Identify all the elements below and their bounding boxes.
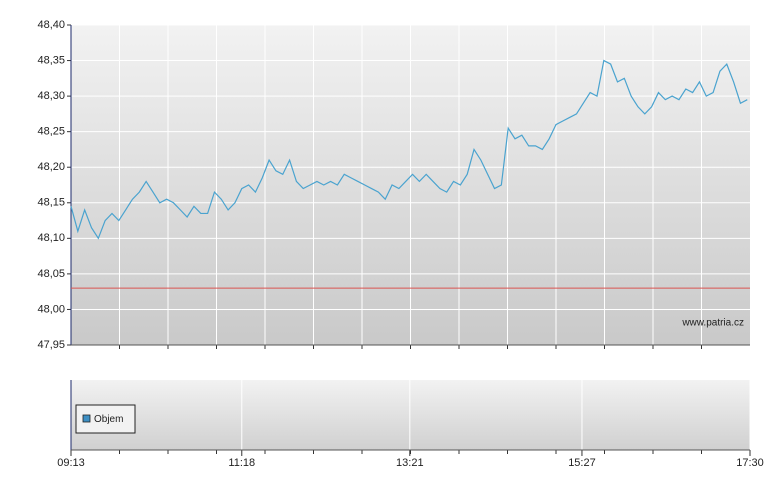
- x-tick-label: 15:27: [568, 457, 596, 469]
- price-line: [70, 59, 748, 240]
- y-tick-label: 48,20: [37, 161, 65, 173]
- legend-swatch: [82, 414, 91, 423]
- y-tick-label: 48,35: [37, 54, 65, 66]
- x-tick-label: 13:21: [396, 457, 424, 469]
- watermark: www.patria.cz: [681, 318, 744, 329]
- x-tick-label: 11:18: [228, 457, 255, 469]
- y-tick-label: 48,00: [37, 303, 65, 315]
- x-tick-label: 09:13: [57, 457, 85, 469]
- y-tick-label: 48,05: [37, 268, 65, 280]
- y-tick-label: 47,95: [37, 339, 65, 351]
- y-tick-label: 48,25: [37, 126, 65, 138]
- y-tick-label: 48,30: [37, 90, 65, 102]
- legend-label: Objem: [94, 414, 123, 425]
- y-tick-label: 48,40: [37, 19, 65, 31]
- y-tick-label: 48,15: [37, 197, 65, 209]
- y-tick-label: 48,10: [37, 232, 65, 244]
- x-tick-label: 17:30: [736, 457, 764, 469]
- volume-area: [71, 380, 750, 450]
